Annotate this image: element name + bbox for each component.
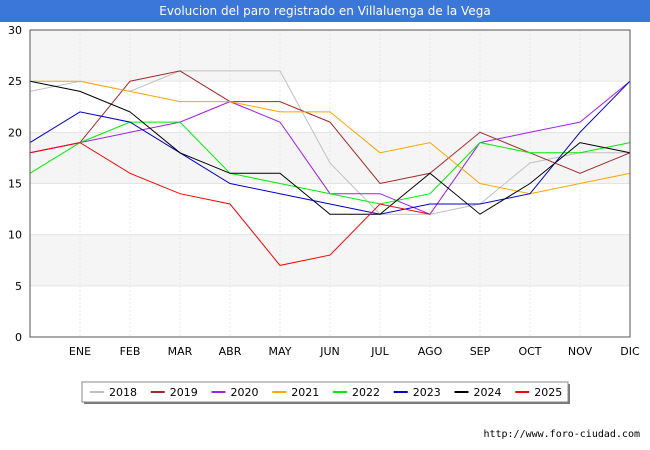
x-tick-label: AGO [418, 345, 443, 358]
legend: 2018 2019 2020 2021 2022 2023 2024 2025 [81, 381, 570, 404]
source-credit: http://www.foro-ciudad.com [483, 429, 640, 440]
y-tick-label: 15 [8, 178, 22, 191]
legend-label: 2024 [474, 386, 502, 399]
legend-box [81, 381, 569, 403]
x-tick-label: OCT [518, 345, 541, 358]
y-tick-label: 10 [8, 229, 22, 242]
series-line-2024 [29, 80, 631, 215]
y-tick-label: 25 [8, 75, 22, 88]
y-tick-label: 30 [8, 24, 22, 37]
y-tick-label: 5 [15, 280, 22, 293]
plot-frame [29, 29, 631, 338]
x-tick-label: JUL [370, 345, 389, 358]
legend-label: 2022 [352, 386, 380, 399]
series-line-2025 [29, 142, 431, 266]
legend-label: 2023 [413, 386, 441, 399]
x-tick-label: DIC [620, 345, 640, 358]
x-tick-label: SEP [470, 345, 491, 358]
chart-title: Evolucion del paro registrado en Villalu… [0, 0, 650, 22]
y-tick-label: 20 [8, 126, 22, 139]
y-tick-label: 0 [15, 331, 22, 344]
legend-label: 2021 [291, 386, 319, 399]
legend-label: 2018 [109, 386, 137, 399]
series-line-2023 [29, 80, 631, 215]
x-tick-label: NOV [568, 345, 593, 358]
legend-label: 2019 [170, 386, 198, 399]
x-tick-label: FEB [120, 345, 141, 358]
x-tick-label: JUN [319, 345, 340, 358]
series-lines [29, 70, 631, 266]
x-tick-label: ENE [69, 345, 91, 358]
axes: 0 5 10 15 20 25 30 ENE FEB MAR ABR MAY JUN JUL AGO SEP O… [8, 24, 640, 358]
x-tick-label: ABR [219, 345, 242, 358]
x-tick-label: MAY [269, 345, 292, 358]
x-tick-label: MAR [168, 345, 193, 358]
legend-label: 2020 [231, 386, 259, 399]
legend-label: 2025 [534, 386, 562, 399]
